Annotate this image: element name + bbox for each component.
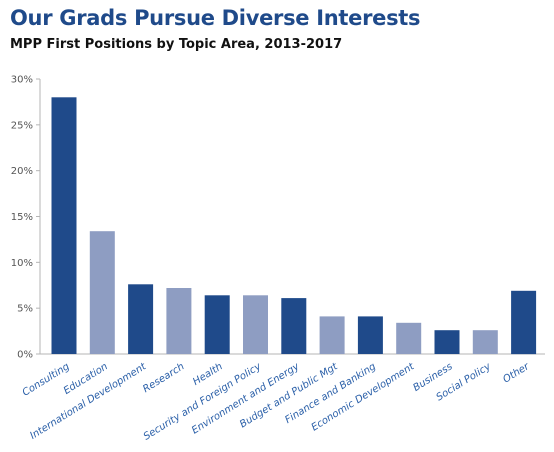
y-tick-label: 5%: [17, 304, 33, 315]
bar-health: [204, 295, 230, 354]
bar-international-development: [128, 284, 154, 354]
chart-subtitle: MPP First Positions by Topic Area, 2013-…: [10, 37, 343, 52]
bar-security-and-foreign-policy: [243, 295, 268, 354]
chart-title: Our Grads Pursue Diverse Interests: [10, 6, 421, 30]
bars-group: [51, 97, 537, 355]
bar-economic-development: [396, 322, 422, 354]
y-tick-label: 0%: [17, 350, 33, 361]
y-tick-label: 20%: [11, 166, 33, 177]
y-axis-ticks: 0% 5% 10% 15% 20% 25% 30%: [11, 75, 40, 361]
category-label: Research: [141, 361, 186, 395]
y-tick-label: 30%: [11, 75, 33, 86]
bar-research: [166, 288, 192, 354]
bar-social-policy: [472, 330, 498, 354]
bar-consulting: [51, 97, 77, 355]
category-label: Consulting: [21, 361, 72, 398]
y-tick-label: 10%: [11, 258, 33, 269]
bar-education: [89, 231, 115, 354]
category-label: Other: [501, 361, 532, 386]
bar-business: [434, 330, 460, 354]
y-tick-label: 15%: [11, 212, 33, 223]
bar-budget-and-public-mgt: [319, 316, 345, 354]
y-tick-label: 25%: [11, 120, 33, 131]
bar-other: [511, 290, 537, 355]
bar-environment-and-energy: [281, 298, 307, 354]
bar-finance-and-banking: [357, 316, 383, 354]
